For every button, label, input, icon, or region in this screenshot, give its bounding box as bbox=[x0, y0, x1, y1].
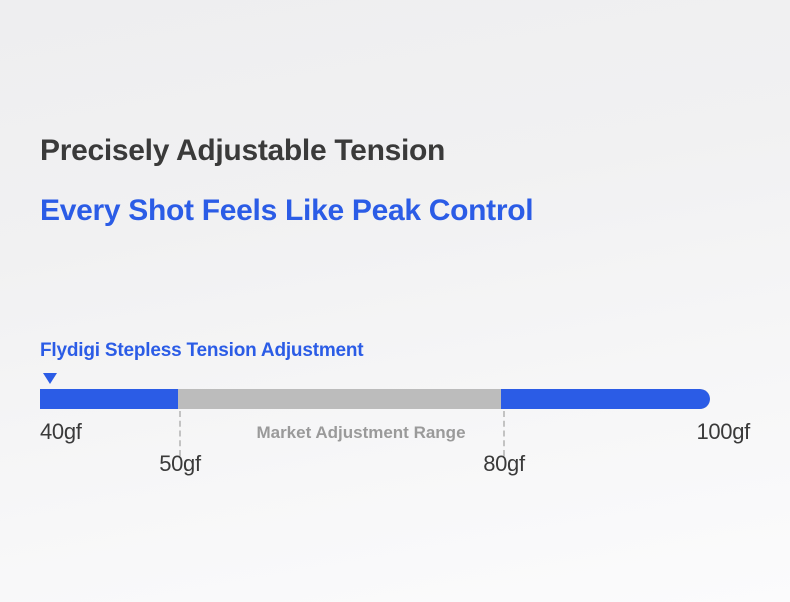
guide-line-market-start bbox=[179, 411, 181, 456]
axis-label-min: 40gf bbox=[40, 419, 82, 444]
tension-range-chart: Flydigi Stepless Tension Adjustment 40gf… bbox=[40, 340, 750, 485]
axis-label-market-end: 80gf bbox=[483, 451, 525, 476]
outer-labels-row: 40gf Market Adjustment Range 100gf bbox=[40, 415, 750, 449]
triangle-down-icon bbox=[43, 373, 57, 384]
axis-label-market-start: 50gf bbox=[159, 451, 201, 476]
chart-title: Flydigi Stepless Tension Adjustment bbox=[40, 340, 364, 361]
bar-segment-flydigi-upper bbox=[501, 389, 710, 409]
page-title: Precisely Adjustable Tension bbox=[40, 134, 446, 167]
bar-segment-flydigi-lower bbox=[40, 389, 178, 409]
tension-range-bar bbox=[40, 389, 710, 409]
page-subtitle: Every Shot Feels Like Peak Control bbox=[40, 194, 534, 227]
axis-label-max: 100gf bbox=[696, 419, 750, 444]
guide-line-market-end bbox=[503, 411, 505, 456]
market-range-label: Market Adjustment Range bbox=[256, 423, 466, 442]
headline-block: Precisely Adjustable Tension Every Shot … bbox=[40, 134, 534, 227]
inner-labels-row: 50gf 80gf bbox=[40, 451, 750, 485]
marker-row bbox=[40, 371, 750, 389]
